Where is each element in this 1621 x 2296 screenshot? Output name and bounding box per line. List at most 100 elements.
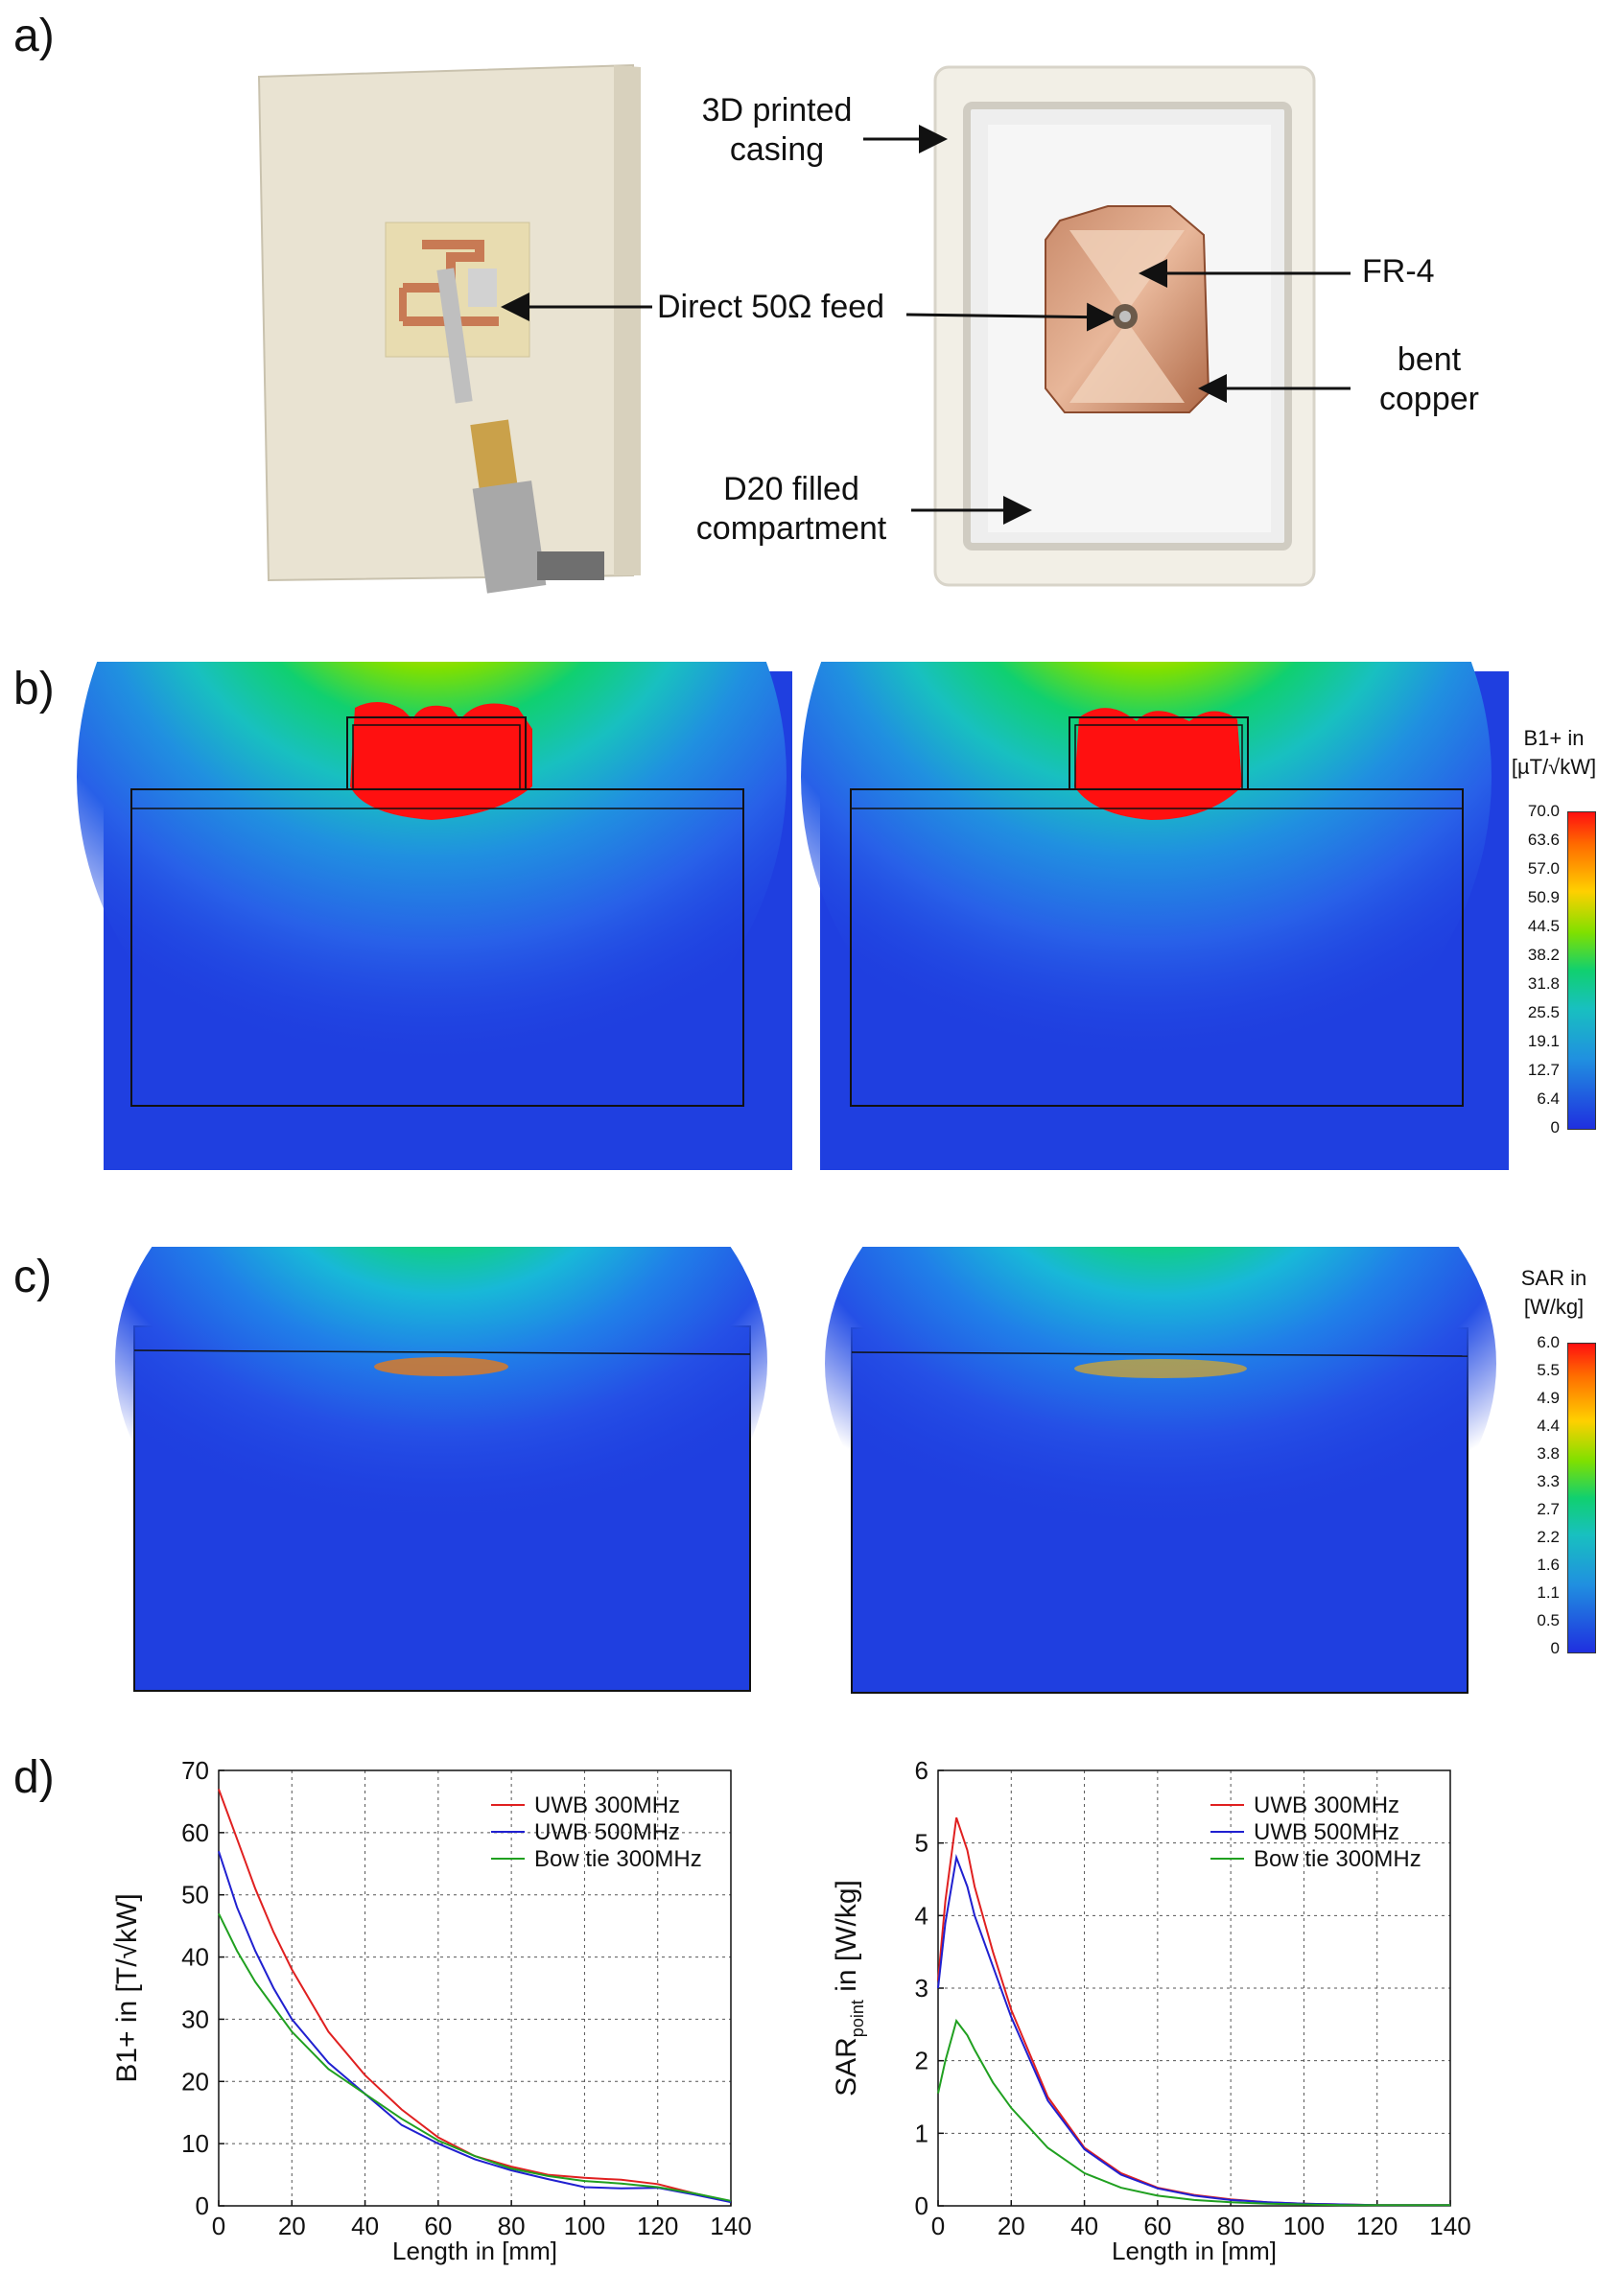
b1-map-right: [801, 662, 1509, 1170]
legend-label: Bow tie 300MHz: [1254, 1846, 1421, 1872]
b1-colorbar: [1567, 811, 1596, 1130]
y-axis-title: B1+ in [T/√kW]: [111, 1893, 143, 2082]
x-tick-label: 60: [424, 2212, 452, 2240]
x-tick-label: 20: [278, 2212, 306, 2240]
b1-tick: 19.1: [1527, 1032, 1560, 1050]
sar-tick: 0.5: [1537, 1611, 1560, 1629]
label-casing: 3D printed casing: [701, 92, 853, 168]
b1-colorbar-ticks: 70.0 63.6 57.0 50.9 44.5 38.2 31.8 25.5 …: [1515, 802, 1563, 1137]
panel-label-a: a): [13, 11, 55, 61]
x-tick-label: 140: [1429, 2212, 1470, 2240]
y-axis-title: SARpoint in [W/kg]: [831, 1880, 867, 2097]
series-line: [218, 1850, 732, 2204]
panel-label-c: c): [13, 1252, 52, 1302]
y-tick-label: 6: [915, 1756, 928, 1785]
b1-tick: 57.0: [1527, 859, 1560, 878]
x-tick-label: 80: [498, 2212, 526, 2240]
x-tick-label: 120: [637, 2212, 678, 2240]
sar-map-left: [115, 1247, 767, 1692]
b1-line-chart: 0 20 40 60 80 100 120 140 0 10 20 30 40 50 60 70 Length …: [111, 1756, 752, 2265]
sar-tick: 2.7: [1537, 1500, 1560, 1518]
x-tick-label: 40: [351, 2212, 379, 2240]
panel-a-photos: [257, 63, 1351, 594]
sar-tick: 2.2: [1537, 1528, 1560, 1546]
legend-label: UWB 500MHz: [1254, 1819, 1399, 1845]
y-axis-title-sub: point: [848, 2000, 867, 2037]
y-tick-label: 20: [181, 2067, 209, 2096]
y-tick-label: 40: [181, 1943, 209, 1972]
b1-tick: 12.7: [1527, 1061, 1560, 1079]
feed-arrow-right: [905, 302, 1116, 332]
sar-tick: 6.0: [1537, 1333, 1560, 1351]
y-tick-label: 4: [915, 1901, 928, 1930]
b1-map-left: [77, 662, 792, 1170]
sar-tick: 1.6: [1537, 1556, 1560, 1574]
y-tick-label: 50: [181, 1881, 209, 1909]
label-fr4: FR-4: [1362, 253, 1435, 290]
x-axis-title: Length in [mm]: [1112, 2237, 1277, 2265]
b1-tick: 63.6: [1527, 831, 1560, 849]
x-tick-label: 140: [710, 2212, 751, 2240]
y-axis-title-main: SAR: [831, 2037, 862, 2097]
plot-frame: [218, 1769, 732, 2207]
x-tick-label: 0: [212, 2212, 225, 2240]
b1-tick: 6.4: [1537, 1089, 1560, 1108]
panel-label-d: d): [13, 1752, 55, 1803]
series-line: [218, 1789, 732, 2203]
x-tick-label: 20: [998, 2212, 1025, 2240]
label-feed: Direct 50Ω feed: [657, 289, 885, 325]
sar-line-chart: 0 20 40 60 80 100 120 140 0 1 2 3 4 5 6 Length in [mm] S…: [831, 1756, 1471, 2265]
sar-tick: 3.8: [1537, 1444, 1560, 1463]
sar-map-right: [825, 1247, 1496, 1694]
x-tick-label: 60: [1143, 2212, 1171, 2240]
legend-label: UWB 300MHz: [1254, 1792, 1399, 1818]
series-line: [937, 1853, 1450, 2207]
sar-tick: 4.9: [1537, 1389, 1560, 1407]
b1-tick: 44.5: [1527, 917, 1560, 935]
b1-tick: 70.0: [1527, 802, 1560, 820]
x-tick-label: 40: [1070, 2212, 1098, 2240]
legend-label: UWB 300MHz: [534, 1792, 680, 1818]
sar-colorbar-title-line2: [W/kg]: [1523, 1294, 1585, 1319]
sar-colorbar: [1567, 1343, 1596, 1653]
b1-tick: 38.2: [1527, 946, 1560, 964]
b1-tick: 0: [1550, 1118, 1560, 1136]
antenna-block-photo: [257, 63, 641, 594]
panel-label-b: b): [13, 664, 55, 715]
sar-colorbar-title: SAR in [W/kg]: [1492, 1264, 1616, 1321]
b1-colorbar-title-line1: B1+ in: [1523, 726, 1585, 750]
b1-colorbar-title: B1+ in [µT/√kW]: [1492, 724, 1616, 781]
b1-tick: 50.9: [1527, 888, 1560, 906]
series-line: [937, 1816, 1450, 2207]
label-copper: bent copper: [1379, 341, 1479, 417]
y-tick-label: 70: [181, 1756, 209, 1785]
y-tick-label: 0: [915, 2191, 928, 2220]
legend-label: Bow tie 300MHz: [534, 1846, 702, 1872]
series-line: [937, 2018, 1450, 2207]
sar-colorbar-ticks: 6.0 5.5 4.9 4.4 3.8 3.3 2.7 2.2 1.6 1.1 …: [1515, 1333, 1563, 1664]
y-tick-label: 0: [196, 2191, 209, 2220]
casing-photo: [933, 65, 1316, 587]
x-tick-label: 100: [1283, 2212, 1325, 2240]
panel-c-sar-maps: [115, 1247, 1496, 1694]
sar-tick: 0: [1550, 1639, 1560, 1657]
legend-label: UWB 500MHz: [534, 1819, 680, 1845]
sar-tick: 3.3: [1537, 1472, 1560, 1490]
series-line: [218, 1912, 732, 2202]
y-tick-label: 2: [915, 2047, 928, 2075]
b1-tick: 25.5: [1527, 1003, 1560, 1021]
b1-tick: 31.8: [1527, 974, 1560, 993]
sar-tick: 4.4: [1537, 1417, 1560, 1435]
y-tick-label: 10: [181, 2129, 209, 2158]
b1-colorbar-title-line2: [µT/√kW]: [1511, 754, 1597, 779]
x-tick-label: 120: [1356, 2212, 1398, 2240]
y-tick-label: 1: [915, 2119, 928, 2147]
x-tick-label: 0: [931, 2212, 945, 2240]
y-tick-label: 5: [915, 1829, 928, 1858]
y-tick-label: 30: [181, 2004, 209, 2033]
x-tick-label: 100: [564, 2212, 605, 2240]
sar-colorbar-title-line1: SAR in: [1520, 1266, 1587, 1290]
y-axis-title-rest: in [W/kg]: [831, 1880, 862, 2000]
label-compartment: D20 filled compartment: [695, 471, 887, 547]
panel-b-field-maps: [77, 662, 1509, 1170]
